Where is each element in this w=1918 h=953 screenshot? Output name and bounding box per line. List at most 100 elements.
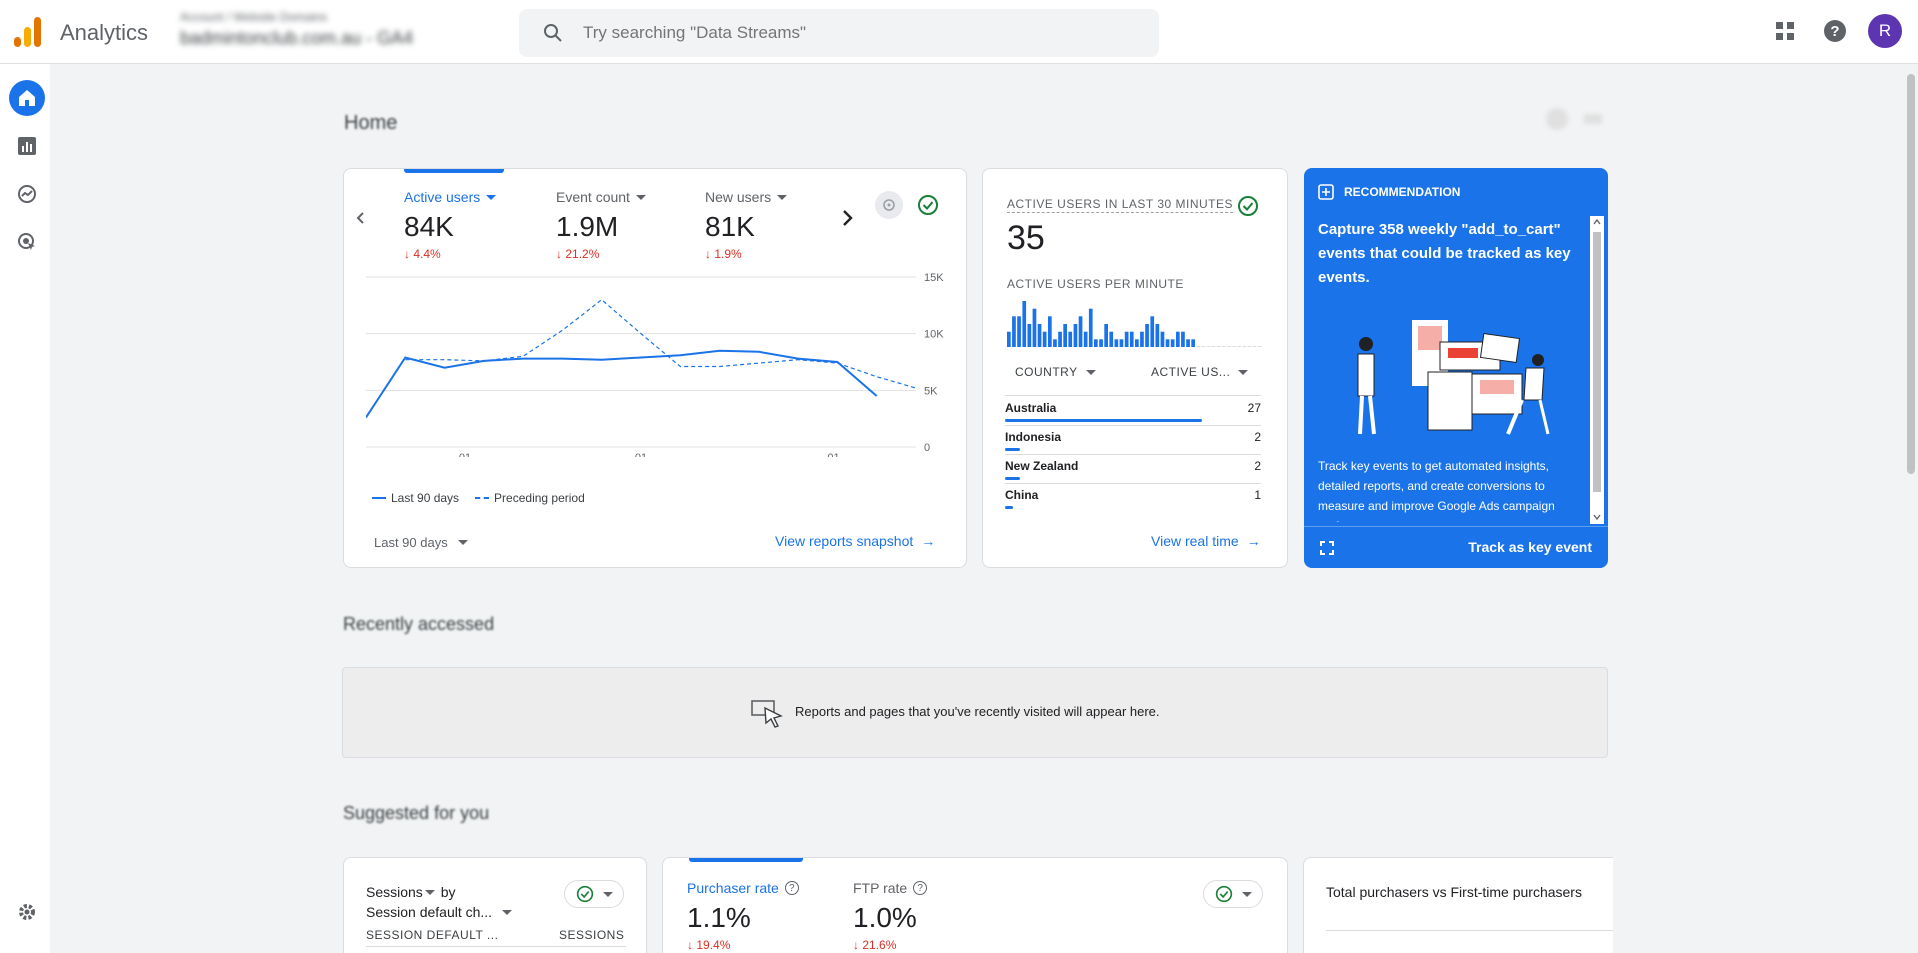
table-row: New Zealand 2	[1005, 455, 1261, 484]
series-line	[366, 349, 878, 419]
metric-label: New users	[705, 189, 772, 205]
link-label: View real time	[1151, 533, 1239, 549]
realtime-card: ACTIVE USERS IN LAST 30 MINUTES 35 ACTIV…	[982, 168, 1288, 568]
recently-accessed-panel: Reports and pages that you've recently v…	[342, 667, 1608, 758]
scroll-up-icon[interactable]	[1593, 219, 1601, 225]
nav-explore[interactable]	[9, 176, 45, 212]
analytics-logo[interactable]	[12, 15, 44, 49]
country-name: New Zealand	[1005, 459, 1079, 473]
metric-active-users[interactable]: Active users 84K ↓ 4.4%	[404, 189, 497, 261]
data-quality-check-icon[interactable]	[916, 193, 940, 217]
active-tab-indicator	[689, 858, 803, 862]
gear-icon	[19, 904, 35, 920]
search-bar[interactable]	[519, 9, 1159, 57]
metric-value: 84K	[404, 211, 454, 242]
fullscreen-icon[interactable]	[1320, 541, 1334, 555]
column-header-sessions[interactable]: SESSIONS	[559, 928, 625, 942]
nav-advertising[interactable]	[9, 224, 45, 260]
minute-bar	[1129, 331, 1134, 347]
realtime-heading: ACTIVE USERS IN LAST 30 MINUTES	[1007, 197, 1233, 213]
minute-bar	[1027, 324, 1032, 347]
caret-down-icon	[1238, 369, 1249, 375]
recommendation-title: Capture 358 weekly "add_to_cart" events …	[1318, 221, 1571, 286]
arrow-down-icon: ↓	[705, 247, 711, 261]
help-circle-icon[interactable]: ?	[913, 881, 928, 895]
recommendation-scrollbar[interactable]	[1590, 216, 1604, 524]
toolbar-icons[interactable]	[1546, 108, 1606, 130]
table-row: Indonesia 2	[1005, 426, 1261, 455]
caret-down-icon	[1241, 891, 1252, 897]
minute-bar	[1237, 346, 1242, 347]
track-as-key-event-button[interactable]: Track as key event	[1468, 539, 1592, 555]
data-quality-check-icon[interactable]	[1237, 195, 1259, 222]
cursor-click-icon	[751, 700, 783, 728]
nav-home[interactable]	[9, 80, 45, 116]
minute-bar	[1186, 339, 1190, 347]
minute-bar	[1063, 324, 1067, 347]
scroll-down-icon[interactable]	[1593, 514, 1601, 520]
link-label: View reports snapshot	[775, 533, 914, 549]
minute-bar	[1104, 324, 1108, 347]
arrow-down-icon: ↓	[853, 938, 859, 952]
chevron-right-icon[interactable]	[838, 209, 856, 227]
minute-bar	[1247, 346, 1252, 347]
nav-admin[interactable]	[9, 894, 45, 930]
page-scrollbar[interactable]	[1904, 64, 1918, 953]
metric-purchaser-rate[interactable]: Purchaser rate? 1.1% ↓ 19.4%	[687, 880, 799, 952]
help-icon[interactable]: ?	[1818, 14, 1852, 48]
y-tick-label: 0	[924, 442, 930, 454]
x-tick-day: 01	[827, 452, 839, 457]
avatar[interactable]: R	[1868, 14, 1902, 48]
active-users-column-header[interactable]: ACTIVE US...	[1151, 365, 1249, 379]
help-circle-icon[interactable]: ?	[784, 881, 799, 895]
metric-label: Active users	[404, 189, 481, 205]
minute-bar	[1227, 346, 1231, 347]
metric-ftp-rate[interactable]: FTP rate? 1.0% ↓ 21.6%	[853, 880, 928, 952]
sessions-title[interactable]: Sessions by	[366, 884, 456, 900]
country-name: Indonesia	[1005, 430, 1062, 444]
metric-value: 1.9M	[556, 211, 619, 242]
country-name: China	[1005, 488, 1039, 502]
minute-bar	[1222, 346, 1226, 347]
metric-selector[interactable]: Sessions	[366, 884, 423, 900]
account-selector[interactable]: Account / Website Domains badmintonclub.…	[180, 10, 500, 54]
series-line	[405, 298, 917, 389]
minute-bar	[1073, 324, 1078, 347]
metric-delta: 21.2%	[565, 247, 600, 261]
minute-bar	[1196, 346, 1201, 347]
caret-down-icon	[424, 890, 435, 895]
metric-event-count[interactable]: Event count 1.9M ↓ 21.2%	[556, 189, 646, 261]
minute-bar	[1124, 331, 1129, 347]
date-range-dropdown[interactable]: Last 90 days	[374, 535, 468, 550]
insights-icon[interactable]	[875, 191, 903, 219]
arrow-right-icon: →	[921, 533, 936, 549]
recommendation-card: RECOMMENDATION Capture 358 weekly "add_t…	[1304, 168, 1608, 568]
check-circle-icon	[576, 885, 593, 903]
comparison-dropdown[interactable]	[1203, 880, 1263, 908]
y-tick-label: 10K	[924, 329, 944, 341]
view-real-time-link[interactable]: View real time →	[1151, 533, 1261, 549]
minute-bar	[1201, 346, 1206, 347]
apps-icon[interactable]	[1768, 14, 1802, 48]
metric-new-users[interactable]: New users 81K ↓ 1.9%	[705, 189, 788, 261]
minute-bar	[1176, 331, 1180, 347]
view-reports-snapshot-link[interactable]: View reports snapshot →	[775, 533, 935, 549]
country-column-header[interactable]: COUNTRY	[1015, 365, 1096, 379]
column-header-dimension[interactable]: SESSION DEFAULT ...	[366, 928, 499, 942]
recently-accessed-message: Reports and pages that you've recently v…	[795, 704, 1160, 719]
recommendation-illustration	[1357, 320, 1550, 435]
dimension-selector[interactable]: Session default ch...	[366, 904, 513, 920]
minute-bar	[1083, 331, 1088, 347]
chevron-left-icon[interactable]	[354, 211, 368, 225]
minute-bar	[1150, 316, 1155, 347]
minute-bar	[1094, 339, 1098, 347]
nav-reports[interactable]	[9, 128, 45, 164]
metrics-card: Active users 84K ↓ 4.4% Event count 1.9M…	[343, 168, 967, 568]
minute-bar	[1181, 331, 1185, 347]
search-input[interactable]	[583, 21, 1143, 45]
minute-bar	[1109, 331, 1114, 347]
check-circle-icon	[1215, 885, 1232, 903]
search-icon	[544, 24, 562, 42]
comparison-dropdown[interactable]	[564, 880, 624, 908]
svg-text:?: ?	[1830, 23, 1839, 40]
